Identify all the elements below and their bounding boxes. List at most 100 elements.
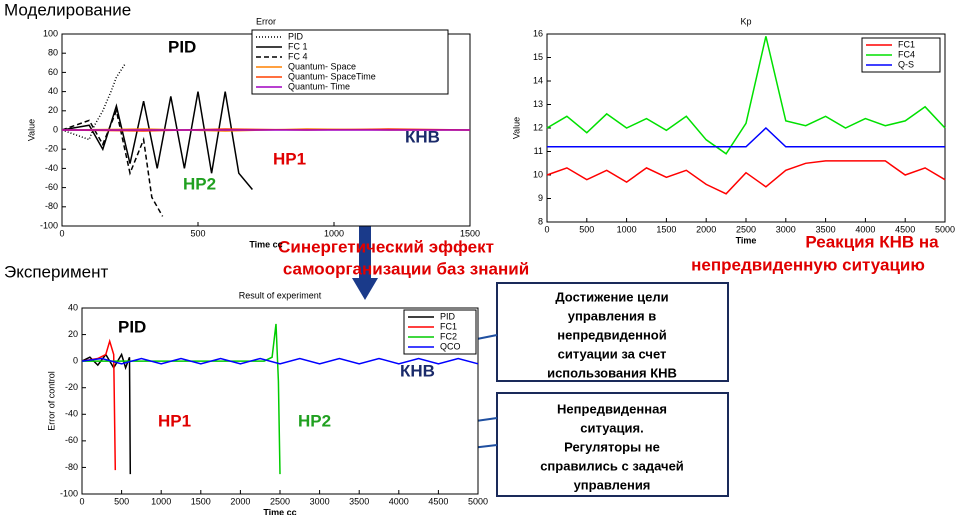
y-tick-label: 0 bbox=[53, 124, 58, 134]
y-tick-label: -20 bbox=[45, 144, 58, 154]
y-tick-label: 80 bbox=[48, 48, 58, 58]
y-tick-label: -60 bbox=[45, 182, 58, 192]
x-tick-label: 1000 bbox=[617, 224, 637, 234]
annotation: HP1 bbox=[158, 411, 191, 430]
y-tick-label: 20 bbox=[48, 105, 58, 115]
annotation: HP1 bbox=[273, 149, 306, 168]
legend-label: Q-S bbox=[898, 59, 914, 69]
chart-title: Kp bbox=[740, 16, 751, 26]
legend-label: FC1 bbox=[440, 321, 457, 331]
center-text: самоорганизации баз знаний bbox=[283, 259, 529, 278]
legend-label: FC1 bbox=[898, 39, 915, 49]
y-tick-label: 15 bbox=[533, 52, 543, 62]
double-arrow bbox=[352, 170, 378, 300]
x-tick-label: 1000 bbox=[324, 228, 344, 238]
legend-label: PID bbox=[440, 311, 456, 321]
y-tick-label: 0 bbox=[73, 356, 78, 366]
heading: Моделирование bbox=[4, 0, 131, 19]
note-text: использования КНВ bbox=[547, 365, 677, 380]
note-text: Достижение цели bbox=[555, 289, 668, 304]
series-line bbox=[547, 126, 945, 148]
y-tick-label: -40 bbox=[65, 409, 78, 419]
legend-label: Quantum- Space bbox=[288, 61, 356, 71]
center-text: Синергетический эффект bbox=[278, 237, 494, 256]
heading: Эксперимент bbox=[4, 262, 108, 281]
reaction-text: непредвиденную ситуацию bbox=[691, 255, 925, 274]
annotation: HP2 bbox=[183, 174, 216, 193]
note-box bbox=[496, 392, 729, 497]
annotation: HP2 bbox=[298, 411, 331, 430]
legend-label: Quantum- Time bbox=[288, 81, 350, 91]
series-line bbox=[61, 108, 164, 217]
y-tick-label: 40 bbox=[68, 302, 78, 312]
x-tick-label: 4000 bbox=[855, 224, 875, 234]
note-text: справились с задачей bbox=[540, 458, 684, 473]
y-tick-label: 60 bbox=[48, 67, 58, 77]
x-tick-label: 5000 bbox=[935, 224, 955, 234]
y-tick-label: -80 bbox=[45, 201, 58, 211]
y-tick-label: -100 bbox=[40, 220, 58, 230]
y-tick-label: 40 bbox=[48, 86, 58, 96]
series-line bbox=[61, 91, 253, 190]
y-tick-label: 100 bbox=[43, 28, 58, 38]
x-tick-label: 5000 bbox=[468, 496, 488, 506]
annotation: PID bbox=[118, 317, 146, 336]
legend-label: QCO bbox=[440, 341, 461, 351]
x-tick-label: 500 bbox=[190, 228, 205, 238]
annotation: PID bbox=[168, 37, 196, 56]
reaction-text: Реакция КНВ на bbox=[805, 232, 939, 251]
annotation: КНВ bbox=[400, 361, 435, 380]
y-tick-label: -60 bbox=[65, 435, 78, 445]
y-tick-label: 14 bbox=[533, 75, 543, 85]
x-tick-label: 500 bbox=[114, 496, 129, 506]
x-tick-label: 3000 bbox=[776, 224, 796, 234]
legend-label: FC 4 bbox=[288, 51, 308, 61]
chart-title: Result of experiment bbox=[239, 290, 322, 300]
y-axis-label: Error of control bbox=[46, 371, 56, 431]
x-tick-label: 2000 bbox=[230, 496, 250, 506]
series-line bbox=[546, 36, 946, 155]
y-tick-label: 12 bbox=[533, 122, 543, 132]
x-tick-label: 500 bbox=[579, 224, 594, 234]
legend-label: FC 1 bbox=[288, 41, 308, 51]
annotation: КНВ bbox=[405, 127, 440, 146]
legend-label: PID bbox=[288, 31, 304, 41]
x-axis-label: Time bbox=[736, 235, 757, 245]
y-tick-label: 11 bbox=[534, 146, 543, 156]
y-tick-label: 9 bbox=[538, 193, 543, 203]
note-box bbox=[496, 282, 729, 382]
legend-label: Quantum- SpaceTime bbox=[288, 71, 376, 81]
x-tick-label: 1500 bbox=[656, 224, 676, 234]
note-text: управления в bbox=[568, 308, 656, 323]
y-axis-label: Value bbox=[26, 119, 36, 141]
series-line bbox=[82, 323, 281, 475]
note-text: ситуации за счет bbox=[558, 346, 667, 361]
y-tick-label: 13 bbox=[533, 99, 543, 109]
note-text: управления bbox=[574, 477, 651, 492]
legend-label: FC2 bbox=[440, 331, 457, 341]
x-tick-label: 1500 bbox=[191, 496, 211, 506]
y-axis-label: Value bbox=[511, 117, 521, 139]
x-tick-label: 0 bbox=[79, 496, 84, 506]
x-tick-label: 0 bbox=[59, 228, 64, 238]
legend-label: FC4 bbox=[898, 49, 915, 59]
y-tick-label: -80 bbox=[65, 462, 78, 472]
note-text: Непредвиденная bbox=[557, 401, 667, 416]
note-text: ситуация. bbox=[580, 420, 643, 435]
note-text: Регуляторы не bbox=[564, 439, 660, 454]
x-axis-label: Time cc bbox=[249, 239, 282, 249]
y-tick-label: -100 bbox=[60, 488, 78, 498]
x-tick-label: 3000 bbox=[310, 496, 330, 506]
chart-title: Error bbox=[256, 16, 276, 26]
y-tick-label: 8 bbox=[538, 216, 543, 226]
y-tick-label: 10 bbox=[533, 169, 543, 179]
x-tick-label: 2500 bbox=[270, 496, 290, 506]
x-tick-label: 3500 bbox=[816, 224, 836, 234]
x-tick-label: 3500 bbox=[349, 496, 369, 506]
x-tick-label: 0 bbox=[544, 224, 549, 234]
y-tick-label: -20 bbox=[65, 382, 78, 392]
series-line bbox=[81, 357, 479, 365]
y-tick-label: 16 bbox=[533, 28, 543, 38]
